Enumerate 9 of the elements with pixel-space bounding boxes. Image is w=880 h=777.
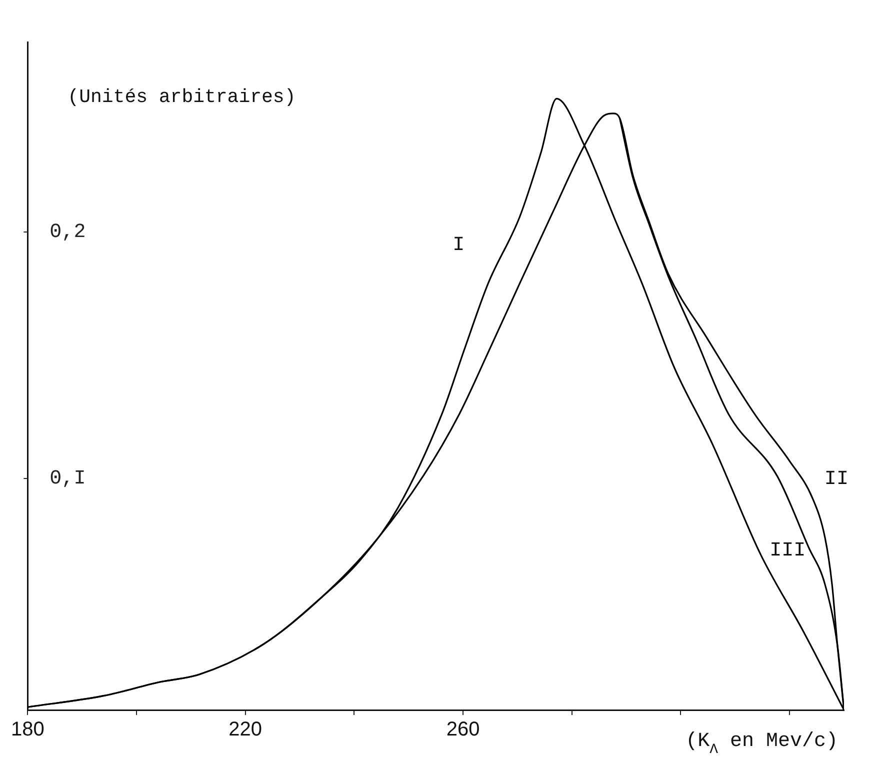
- x-tick-label: 260: [446, 718, 480, 741]
- y-tick-label: 0,I: [50, 468, 86, 491]
- series-label: II: [824, 468, 848, 492]
- series-label: I: [452, 234, 465, 258]
- y-tick-label: 0,2: [50, 221, 86, 244]
- x-tick-label: 180: [10, 718, 44, 741]
- x-tick-label: 220: [228, 718, 262, 741]
- series-label: III: [770, 539, 806, 562]
- y-axis-title: (Unités arbitraires): [68, 86, 296, 108]
